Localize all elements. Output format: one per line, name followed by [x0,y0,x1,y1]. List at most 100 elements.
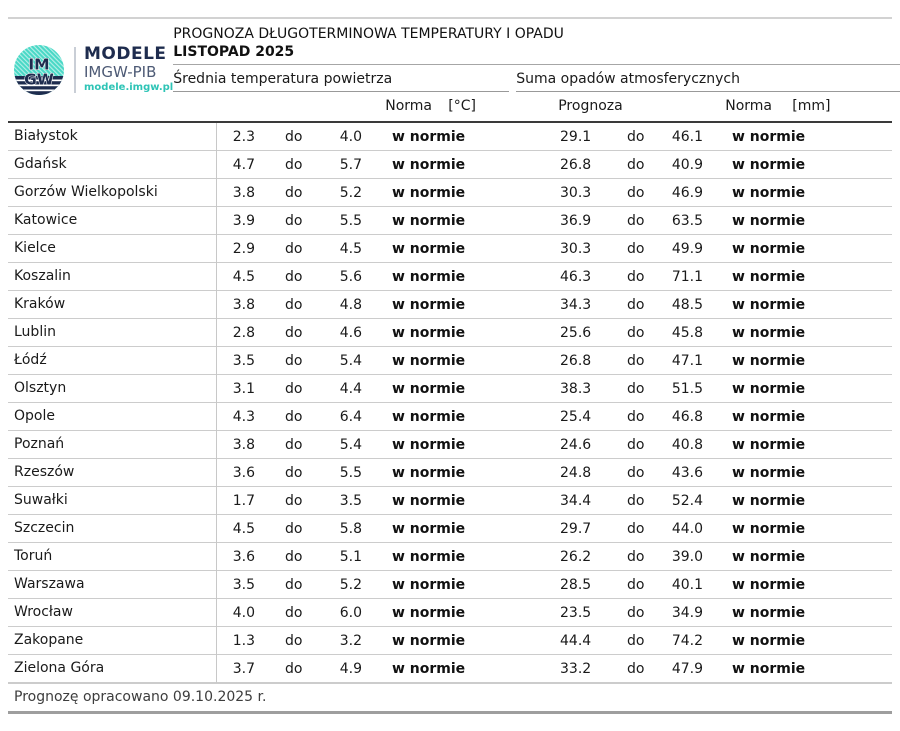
table-row: Koszalin 4.5 do 5.6 w normie 46.3 do 71.… [8,263,892,291]
precip-norm-low: 26.2 [560,549,592,565]
column-headers: Norma [°C] Prognoza Norma [mm] Prognoza [173,92,900,121]
logo-url: modele.imgw.pl [84,82,174,93]
precip-range-separator: do [627,605,645,621]
temp-forecast-value: w normie [392,409,466,425]
precip-forecast-value: w normie [732,409,806,425]
precip-forecast-value: w normie [732,437,806,453]
precip-norm-low: 46.3 [560,269,592,285]
precip-forecast-value: w normie [732,549,806,565]
temp-range-separator: do [285,157,303,173]
city-name: Łódź [8,347,217,375]
temp-range-separator: do [285,409,303,425]
precip-norm-high: 51.5 [671,381,703,397]
temp-norm-low: 3.1 [232,381,255,397]
temp-norm-high: 3.5 [339,493,362,509]
precip-forecast-value: w normie [732,577,806,593]
precip-norm-low: 29.7 [560,521,592,537]
table-row: Katowice 3.9 do 5.5 w normie 36.9 do 63.… [8,207,892,235]
precip-norm-high: 39.0 [671,549,703,565]
precip-norm-high: 63.5 [671,213,703,229]
page-subtitle: LISTOPAD 2025 [173,44,295,60]
temp-forecast-value: w normie [392,381,466,397]
temp-prognoza-header: Prognoza [558,98,623,115]
top-divider [8,17,892,19]
precip-range-separator: do [627,129,645,145]
city-name: Opole [8,403,217,431]
temp-forecast-value: w normie [392,297,466,313]
city-name: Wrocław [8,599,217,627]
precip-forecast-value: w normie [732,213,806,229]
temp-norm-low: 2.9 [232,241,255,257]
footer-note: Prognozę opracowano 09.10.2025 r. [14,689,267,705]
table-row: Białystok 2.3 do 4.0 w normie 29.1 do 46… [8,123,892,151]
temp-norm-high: 5.5 [339,213,362,229]
precip-norm-high: 46.1 [671,129,703,145]
temp-forecast-value: w normie [392,633,466,649]
temp-norm-low: 3.6 [232,549,255,565]
city-name: Toruń [8,543,217,571]
city-name: Warszawa [8,571,217,599]
temp-range-separator: do [285,465,303,481]
table-row: Kielce 2.9 do 4.5 w normie 30.3 do 49.9 … [8,235,892,263]
temp-norm-low: 3.8 [232,185,255,201]
temp-norm-low: 3.8 [232,437,255,453]
temp-forecast-value: w normie [392,437,466,453]
city-name: Koszalin [8,263,217,291]
temp-norm-high: 5.4 [339,437,362,453]
table-row: Opole 4.3 do 6.4 w normie 25.4 do 46.8 w… [8,403,892,431]
precip-forecast-value: w normie [732,661,806,677]
table-row: Poznań 3.8 do 5.4 w normie 24.6 do 40.8 … [8,431,892,459]
precip-forecast-value: w normie [732,129,806,145]
logo-divider [74,47,76,93]
precip-unit-header: [mm] [792,98,831,115]
precip-norm-low: 23.5 [560,605,592,621]
city-name: Suwałki [8,487,217,515]
temp-norm-low: 4.3 [232,409,255,425]
precip-norm-low: 36.9 [560,213,592,229]
table-row: Olsztyn 3.1 do 4.4 w normie 38.3 do 51.5… [8,375,892,403]
precip-norm-high: 46.9 [671,185,703,201]
precip-range-separator: do [627,213,645,229]
precip-norm-low: 38.3 [560,381,592,397]
precip-norm-low: 28.5 [560,577,592,593]
temp-forecast-value: w normie [392,129,466,145]
city-name: Białystok [8,123,217,151]
temp-section-header: Średnia temperatura powietrza [173,67,510,92]
logo-block: IM GW MODELE IMGW-PIB modele.imgw.pl [8,19,173,121]
header-right: PROGNOZA DŁUGOTERMINOWA TEMPERATURY I OP… [173,19,900,121]
city-name: Zakopane [8,627,217,655]
page-header: IM GW MODELE IMGW-PIB modele.imgw.pl PRO… [8,19,900,123]
city-name: Gdańsk [8,151,217,179]
section-gap [509,67,516,92]
temp-norm-high: 5.5 [339,465,362,481]
temp-range-separator: do [285,633,303,649]
precip-norm-high: 40.8 [671,437,703,453]
section-headers: Średnia temperatura powietrza Suma opadó… [173,67,900,92]
precip-norm-low: 34.3 [560,297,592,313]
temp-norm-high: 4.4 [339,381,362,397]
precip-norm-high: 43.6 [671,465,703,481]
precip-forecast-value: w normie [732,185,806,201]
logo-org: IMGW-PIB [84,63,157,81]
precip-norm-low: 25.6 [560,325,592,341]
city-name: Kielce [8,235,217,263]
temp-norm-low: 1.3 [232,633,255,649]
precip-range-separator: do [627,241,645,257]
temp-norm-low: 3.8 [232,297,255,313]
temp-norm-low: 2.3 [232,129,255,145]
precip-range-separator: do [627,633,645,649]
precip-norm-low: 33.2 [560,661,592,677]
table-row: Szczecin 4.5 do 5.8 w normie 29.7 do 44.… [8,515,892,543]
table-row: Suwałki 1.7 do 3.5 w normie 34.4 do 52.4… [8,487,892,515]
precip-forecast-value: w normie [732,633,806,649]
table-row: Wrocław 4.0 do 6.0 w normie 23.5 do 34.9… [8,599,892,627]
precip-range-separator: do [627,381,645,397]
table-row: Zakopane 1.3 do 3.2 w normie 44.4 do 74.… [8,627,892,655]
precip-norm-high: 46.8 [671,409,703,425]
city-name: Rzeszów [8,459,217,487]
title-divider [173,62,900,65]
city-name: Lublin [8,319,217,347]
precip-norm-low: 26.8 [560,157,592,173]
temp-norm-high: 6.4 [339,409,362,425]
table-row: Łódź 3.5 do 5.4 w normie 26.8 do 47.1 w … [8,347,892,375]
